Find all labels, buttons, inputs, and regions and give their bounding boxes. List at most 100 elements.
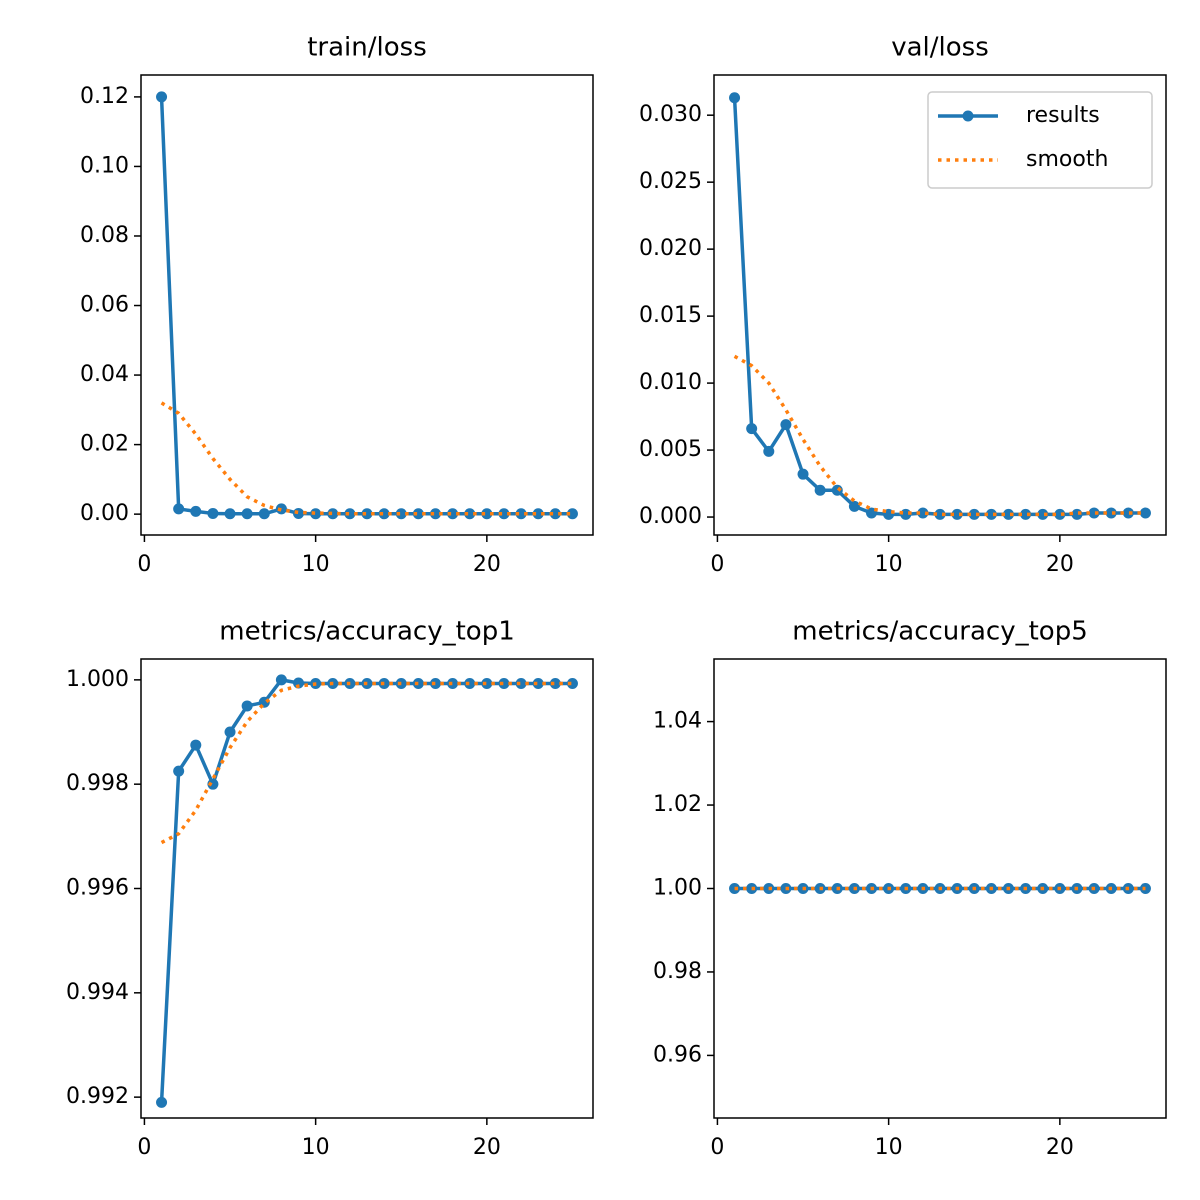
marker xyxy=(1020,508,1032,520)
marker xyxy=(224,508,236,520)
x-tick-label: 0 xyxy=(137,552,151,577)
x-tick-label: 20 xyxy=(1046,1135,1074,1160)
y-tick-label: 0.02 xyxy=(80,432,129,457)
marker xyxy=(917,507,929,519)
marker xyxy=(481,678,493,690)
marker xyxy=(814,484,826,496)
smooth-line xyxy=(733,354,1146,517)
chart-title: metrics/accuracy_top5 xyxy=(792,617,1087,647)
y-tick-label: 0.030 xyxy=(639,102,702,127)
marker xyxy=(395,508,407,520)
x-tick-label: 10 xyxy=(875,1135,903,1160)
marker xyxy=(566,678,578,690)
marker xyxy=(429,678,441,690)
plot-area xyxy=(156,674,578,1108)
marker xyxy=(412,508,424,520)
axes-frame xyxy=(140,658,594,1119)
x-tick-label: 10 xyxy=(875,552,903,577)
marker xyxy=(985,508,997,520)
marker xyxy=(344,508,356,520)
y-tick-label: 0.020 xyxy=(639,236,702,261)
marker xyxy=(481,508,493,520)
marker xyxy=(968,508,980,520)
marker xyxy=(1105,507,1117,519)
marker xyxy=(498,678,510,690)
legend-label: smooth xyxy=(1026,147,1108,172)
marker xyxy=(1054,508,1066,520)
marker xyxy=(746,423,758,435)
marker xyxy=(275,674,287,686)
plot-area xyxy=(729,92,1151,520)
legend-marker xyxy=(962,110,974,122)
y-tick-label: 1.02 xyxy=(653,792,702,817)
marker xyxy=(293,677,305,689)
y-tick-label: 0.98 xyxy=(653,959,702,984)
marker xyxy=(241,700,253,712)
marker xyxy=(1037,508,1049,520)
marker xyxy=(190,505,202,517)
marker xyxy=(763,445,775,457)
marker xyxy=(464,508,476,520)
marker xyxy=(951,508,963,520)
marker xyxy=(1002,508,1014,520)
marker xyxy=(156,91,168,103)
y-tick-label: 1.04 xyxy=(653,709,702,734)
marker xyxy=(190,739,202,751)
y-tick-label: 0.996 xyxy=(66,876,129,901)
x-tick-label: 0 xyxy=(710,552,724,577)
y-tick-label: 0.06 xyxy=(80,293,129,318)
marker xyxy=(258,508,270,520)
y-tick-label: 0.04 xyxy=(80,362,129,387)
marker xyxy=(241,508,253,520)
marker xyxy=(498,508,510,520)
marker xyxy=(797,468,809,480)
marker xyxy=(1122,507,1134,519)
results-line xyxy=(159,96,573,516)
y-tick-label: 0.010 xyxy=(639,370,702,395)
marker xyxy=(729,92,741,104)
x-tick-label: 10 xyxy=(302,552,330,577)
y-tick-label: 0.96 xyxy=(653,1042,702,1067)
marker xyxy=(549,508,561,520)
marker xyxy=(173,503,185,515)
marker xyxy=(532,678,544,690)
marker xyxy=(549,678,561,690)
plot-area xyxy=(156,91,578,520)
marker xyxy=(464,678,476,690)
chart-title: metrics/accuracy_top1 xyxy=(219,617,514,647)
y-tick-label: 1.00 xyxy=(653,876,702,901)
marker xyxy=(515,678,527,690)
marker xyxy=(532,508,544,520)
axes-frame xyxy=(713,658,1167,1119)
marker xyxy=(361,508,373,520)
x-tick-label: 20 xyxy=(473,1135,501,1160)
marker xyxy=(848,500,860,512)
y-tick-label: 0.015 xyxy=(639,303,702,328)
marker xyxy=(429,508,441,520)
y-tick-label: 0.025 xyxy=(639,169,702,194)
results-line xyxy=(159,678,573,1103)
y-tick-label: 0.005 xyxy=(639,437,702,462)
marker xyxy=(831,484,843,496)
y-tick-label: 0.00 xyxy=(80,501,129,526)
marker xyxy=(310,508,322,520)
x-tick-label: 0 xyxy=(710,1135,724,1160)
marker xyxy=(207,778,219,790)
marker xyxy=(566,508,578,520)
y-tick-label: 0.08 xyxy=(80,223,129,248)
y-tick-label: 0.10 xyxy=(80,153,129,178)
marker xyxy=(412,678,424,690)
y-tick-label: 0.998 xyxy=(66,771,129,796)
y-tick-label: 1.000 xyxy=(66,667,129,692)
x-tick-label: 10 xyxy=(302,1135,330,1160)
y-tick-label: 0.12 xyxy=(80,84,129,109)
marker xyxy=(327,508,339,520)
marker xyxy=(934,508,946,520)
chart-title: val/loss xyxy=(891,33,989,63)
plot-area xyxy=(729,883,1151,894)
marker xyxy=(447,508,459,520)
marker xyxy=(1139,507,1151,519)
marker xyxy=(780,419,792,431)
marker xyxy=(224,726,236,738)
